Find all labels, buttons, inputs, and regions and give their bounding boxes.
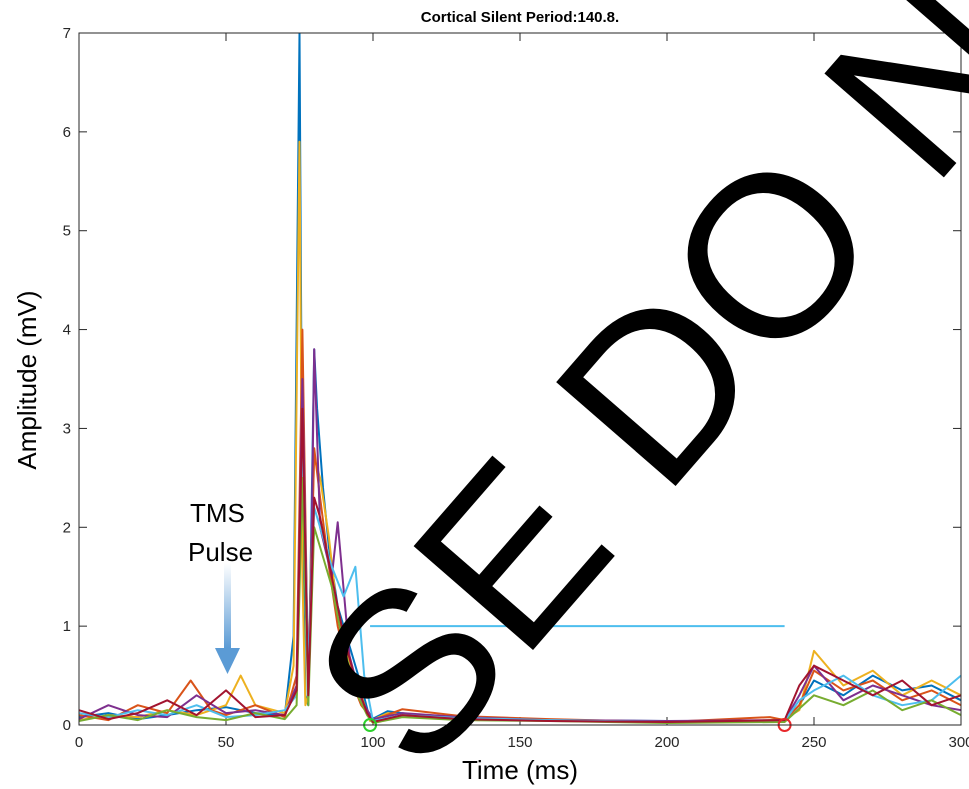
x-tick-label: 250 [801, 734, 826, 751]
y-tick-label: 3 [63, 420, 71, 437]
y-tick-label: 7 [63, 25, 71, 42]
series-line-7 [79, 407, 961, 723]
y-tick-label: 4 [63, 322, 71, 339]
y-tick-label: 6 [63, 124, 71, 141]
x-tick-label: 50 [218, 734, 235, 751]
x-tick-label: 100 [360, 734, 385, 751]
x-tick-label: 150 [507, 734, 532, 751]
x-axis-label: Time (ms) [462, 755, 578, 785]
annotation-pulse: Pulse [188, 537, 253, 567]
y-axis-label: Amplitude (mV) [12, 290, 42, 469]
series-group [79, 33, 961, 724]
chart-title: Cortical Silent Period:140.8. [421, 9, 619, 26]
series-line-3 [79, 328, 961, 723]
annotation-tms: TMS [190, 498, 245, 528]
y-tick-label: 1 [63, 618, 71, 635]
y-tick-label: 5 [63, 223, 71, 240]
x-tick-label: 0 [75, 734, 83, 751]
tms-pulse-arrow-shaft [224, 563, 231, 648]
plot-frame [78, 32, 962, 726]
y-tick-label: 0 [63, 717, 71, 734]
x-tick-label: 200 [654, 734, 679, 751]
series-line-6 [79, 476, 961, 724]
y-tick-label: 2 [63, 519, 71, 536]
series-line-5 [79, 427, 961, 723]
x-tick-label: 300 [948, 734, 969, 751]
y-axis-ticks: 0 1 2 3 4 5 6 7 [63, 25, 961, 734]
tms-pulse-arrow-head [215, 648, 240, 674]
